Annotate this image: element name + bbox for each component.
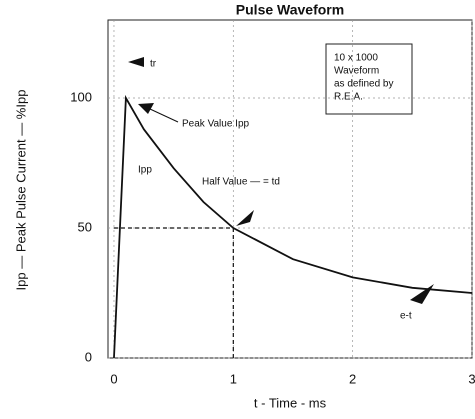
note-text: 10 x 1000 Waveform as defined by R.E.A. (334, 53, 394, 103)
arrow (128, 57, 144, 67)
arrow (410, 284, 434, 304)
x-tick-label: 3 (468, 371, 475, 386)
leader (149, 108, 179, 123)
arrow (236, 210, 254, 226)
ipp-label: Ipp (138, 165, 152, 176)
y-tick-label: 100 (70, 89, 92, 104)
x-tick-label: 1 (230, 371, 237, 386)
note-line: 10 x 1000 (334, 53, 378, 64)
half-label: Half Value — = td (202, 177, 280, 188)
note-line: Waveform (334, 66, 379, 77)
y-tick-label: 0 (85, 349, 92, 364)
y-tick-label: 50 (78, 219, 92, 234)
plot-frame (107, 19, 473, 359)
chart-title: Pulse Waveform (236, 2, 344, 18)
waveform-line (113, 94, 473, 359)
x-tick-label: 2 (349, 371, 356, 386)
peak-label: Peak Value Ipp (182, 119, 250, 130)
note-line: as defined by (334, 79, 394, 90)
note-line: R.E.A. (334, 92, 363, 103)
x-axis-label: t - Time - ms (254, 395, 327, 410)
exp-label: e-t (400, 311, 412, 322)
y-axis-label: Ipp — Peak Pulse Current — %Ipp (13, 90, 28, 291)
arrow (138, 103, 154, 114)
note-box (325, 43, 413, 115)
rise-label: tr (150, 59, 157, 70)
x-tick-label: 0 (110, 371, 117, 386)
